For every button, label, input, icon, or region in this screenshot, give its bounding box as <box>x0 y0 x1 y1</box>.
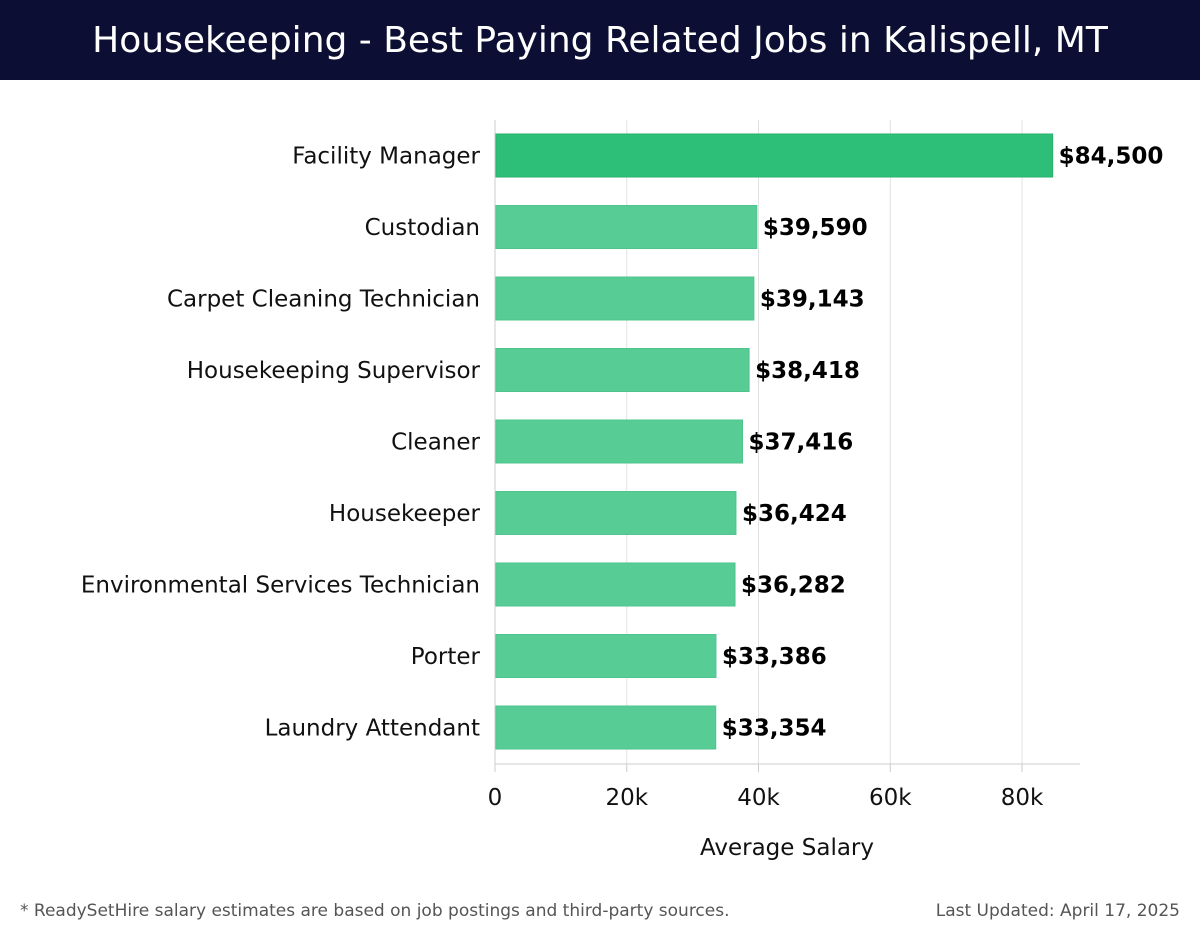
value-label: $33,386 <box>722 644 827 670</box>
bar-environmental-services-technician <box>495 562 736 607</box>
x-tick-label: 20k <box>605 785 648 811</box>
category-label: Housekeeper <box>329 501 481 527</box>
value-label: $36,424 <box>742 501 847 527</box>
x-axis-label: Average Salary <box>700 835 874 861</box>
category-label: Carpet Cleaning Technician <box>167 287 480 313</box>
axes <box>494 763 1080 772</box>
bar-housekeeper <box>495 491 737 535</box>
category-label: Environmental Services Technician <box>81 573 480 599</box>
value-label: $38,418 <box>755 358 860 384</box>
value-label: $84,500 <box>1059 144 1164 170</box>
x-tick-label: 0 <box>488 785 503 811</box>
bars <box>495 133 1054 750</box>
bar-housekeeping-supervisor <box>495 348 750 392</box>
value-label: $36,282 <box>741 573 846 599</box>
last-updated: Last Updated: April 17, 2025 <box>935 901 1180 921</box>
footnote: * ReadySetHire salary estimates are base… <box>20 901 730 921</box>
bar-carpet-cleaning-technician <box>495 276 755 321</box>
category-label: Facility Manager <box>292 144 480 170</box>
category-label: Cleaner <box>391 430 480 456</box>
bar-laundry-attendant <box>495 705 717 750</box>
bar-porter <box>495 634 717 678</box>
value-label: $37,416 <box>748 430 853 456</box>
x-tick-label: 40k <box>737 785 780 811</box>
x-tick-label: 60k <box>869 785 912 811</box>
x-tick-label: 80k <box>1001 785 1044 811</box>
value-label: $39,590 <box>763 215 868 241</box>
category-label: Laundry Attendant <box>265 716 480 742</box>
bar-cleaner <box>495 419 743 464</box>
chart-title: Housekeeping - Best Paying Related Jobs … <box>92 19 1108 61</box>
category-label: Custodian <box>365 215 480 241</box>
bar-facility-manager <box>495 133 1054 178</box>
chart-header: Housekeeping - Best Paying Related Jobs … <box>0 0 1200 80</box>
value-label: $39,143 <box>760 287 865 313</box>
category-label: Housekeeping Supervisor <box>187 358 481 384</box>
bar-chart: 0 20k 40k 60k 80k Facility Manager $84,500 Cust… <box>81 120 1164 861</box>
category-label: Porter <box>411 644 481 670</box>
labels: 0 20k 40k 60k 80k Facility Manager $84,500 Cust… <box>81 144 1164 812</box>
value-label: $33,354 <box>722 716 827 742</box>
bar-custodian <box>495 205 758 249</box>
